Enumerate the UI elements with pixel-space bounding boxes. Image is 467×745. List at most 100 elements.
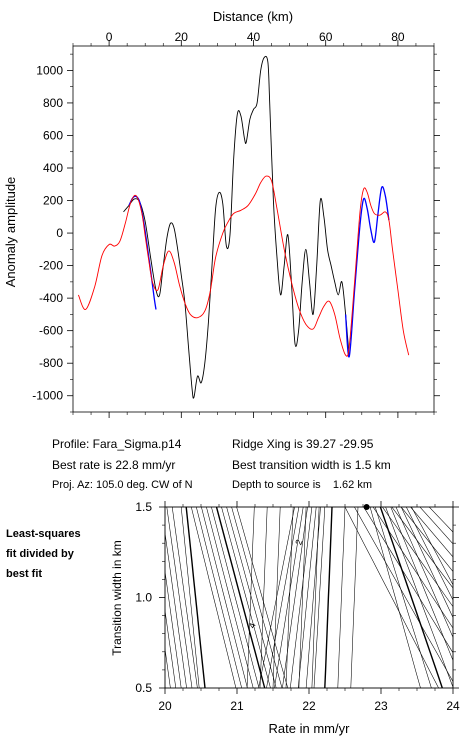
bottom-y-axis-title: Transition width in km [110, 540, 124, 656]
bottom-y-tick-label: 1.5 [135, 500, 152, 514]
ridge-xing-label: Ridge Xing is 39.27 -29.95 [232, 437, 374, 451]
contour-valley-left [246, 507, 255, 688]
contour-line-right [382, 507, 453, 608]
bottom-y-tick-label: 0.5 [135, 681, 152, 695]
top-y-tick-label: -800 [39, 356, 63, 370]
contour-line-left [180, 507, 200, 688]
top-x-tick-label: 80 [391, 30, 405, 44]
side-legend-line-1: Least-squares [6, 528, 81, 540]
contour-valley-right [406, 507, 453, 601]
contour-line-right [363, 507, 453, 654]
contour-line-left [165, 531, 187, 688]
bottom-y-tick-label: 1.0 [135, 591, 152, 605]
contour-line-mid [282, 507, 308, 688]
contour-line-left [221, 507, 271, 688]
proj-az-label: Proj. Az: 105.0 deg. CW of N [52, 479, 193, 491]
top-y-tick-label: -200 [39, 259, 63, 273]
contour-valley-left [324, 507, 333, 688]
top-axis-ticks: 0 20 40 60 80 -1000 -800 -600 -400 -200 0 200 400 600… [32, 30, 440, 418]
contour-line-right [391, 507, 453, 589]
contour-line-left [166, 507, 193, 688]
contour-line-mid [313, 507, 326, 688]
contour-line-left [165, 608, 177, 688]
contour-line-left [165, 647, 171, 688]
bottom-x-tick-label: 23 [374, 699, 388, 713]
contour-line-left [226, 507, 277, 688]
series-line-2 [77, 175, 410, 357]
contour-line-left [211, 507, 260, 688]
top-plot-frame [72, 45, 435, 413]
contour-line-mid [266, 507, 300, 688]
series-line-1 [128, 195, 157, 310]
contour-line-left [215, 507, 266, 688]
top-x-tick-label: 0 [106, 30, 113, 44]
contour-lines [165, 507, 453, 688]
top-y-tick-label: -400 [39, 291, 63, 305]
top-y-tick-label: 200 [43, 194, 63, 208]
contour-valley-right [411, 507, 453, 586]
bottom-x-axis-title: Rate in mm/yr [269, 721, 351, 736]
side-legend-line-2: fit divided by [6, 548, 74, 560]
bottom-axis-ticks: 20 21 22 23 240.51.01.5 [135, 500, 460, 713]
series-line-1 [344, 186, 390, 358]
contour-line-left [206, 507, 254, 688]
top-x-tick-label: 60 [319, 30, 333, 44]
contour-line-right [344, 507, 439, 688]
anomaly-profile-chart: 0 20 40 60 80 -1000 -800 -600 -400 -200 0 200 400 600… [3, 9, 440, 418]
top-x-axis-title: Distance (km) [213, 9, 293, 24]
contour-line-left [236, 507, 289, 688]
best-fit-marker [363, 504, 370, 510]
contour-line-mid [297, 507, 317, 688]
bottom-x-tick-label: 22 [302, 699, 316, 713]
contour-line-left [191, 507, 237, 688]
profile-label: Profile: Fara_Sigma.p14 [52, 437, 182, 451]
contour-line-right [400, 507, 453, 572]
contour-valley-left [285, 507, 294, 688]
side-legend-line-3: best fit [6, 568, 43, 580]
contour-valley-right [400, 507, 453, 619]
contour-line-mid [274, 507, 304, 688]
contour-line-right [354, 507, 453, 683]
contour-labels: 24 [247, 538, 305, 629]
contour-valley-left [311, 507, 320, 688]
contour-line-mid [290, 507, 313, 688]
best-width-label: Best transition width is 1.5 km [232, 458, 391, 472]
bottom-x-tick-label: 24 [446, 699, 460, 713]
misfit-contour-chart: 20 21 22 23 240.51.01.5 24 Rate in mm/yr Tra… [110, 500, 460, 736]
bottom-x-tick-label: 20 [158, 699, 172, 713]
top-series-group [77, 55, 410, 399]
series-line-0 [123, 55, 350, 399]
top-y-tick-label: 0 [56, 226, 63, 240]
contour-valley-left [259, 507, 268, 688]
top-y-axis-title: Anomaly amplitude [3, 177, 18, 288]
bottom-x-tick-label: 21 [230, 699, 244, 713]
contour-label: 4 [247, 621, 258, 629]
contour-line-left [165, 569, 182, 688]
top-y-tick-label: 600 [43, 128, 63, 142]
top-y-tick-label: -600 [39, 324, 63, 338]
contour-valley-left [272, 507, 281, 688]
contour-line-left [185, 507, 206, 688]
contour-valley-right [369, 507, 421, 688]
contour-valley-left [350, 507, 359, 688]
contour-line-right [410, 507, 453, 558]
top-y-tick-label: -1000 [32, 389, 63, 403]
top-y-tick-label: 800 [43, 96, 63, 110]
contour-valley-right [374, 507, 432, 688]
contour-valley-right [395, 507, 453, 639]
top-y-tick-label: 1000 [36, 63, 63, 77]
contour-line-left [171, 507, 198, 688]
contour-line-left [196, 507, 242, 688]
contour-line-right [419, 507, 453, 545]
depth-label: Depth to source is 1.62 km [232, 479, 373, 491]
contour-valley-right [379, 507, 443, 688]
contour-line-left [201, 507, 248, 688]
top-x-tick-label: 40 [247, 30, 261, 44]
contour-label: 2 [293, 538, 304, 546]
contour-valley-left [337, 507, 346, 688]
top-x-tick-label: 20 [175, 30, 189, 44]
top-y-tick-label: 400 [43, 161, 63, 175]
contour-line-left [231, 507, 283, 688]
side-legend: Least-squares fit divided by best fit [6, 524, 81, 584]
